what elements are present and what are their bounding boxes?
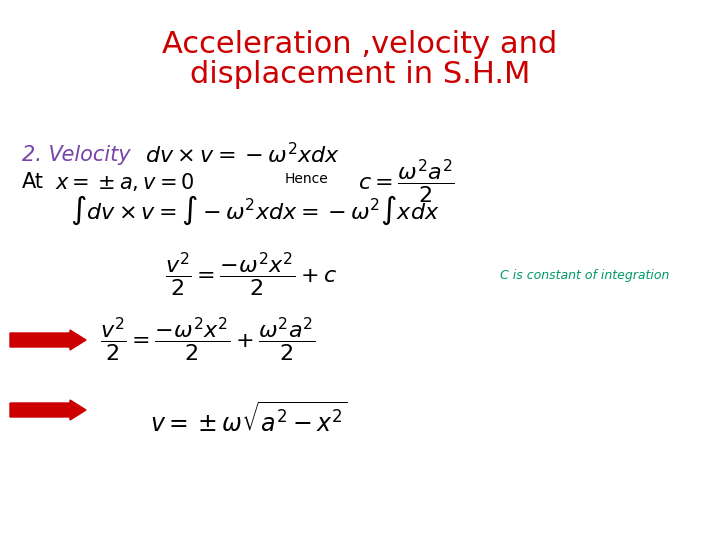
FancyArrow shape: [10, 400, 86, 420]
Text: $\int dv\times v = \int -\omega^2 xdx = -\omega^2 \int xdx$: $\int dv\times v = \int -\omega^2 xdx = …: [70, 193, 439, 227]
FancyArrow shape: [10, 330, 86, 350]
Text: $\dfrac{v^2}{2} = \dfrac{-\omega^2 x^2}{2} + \dfrac{\omega^2 a^2}{2}$: $\dfrac{v^2}{2} = \dfrac{-\omega^2 x^2}{…: [100, 316, 315, 364]
Text: $dv\times v = -\omega^2 xdx$: $dv\times v = -\omega^2 xdx$: [145, 143, 340, 167]
Text: $x = \pm a, v = 0$: $x = \pm a, v = 0$: [55, 171, 194, 193]
Text: $c = \dfrac{\omega^2 a^2}{2}$: $c = \dfrac{\omega^2 a^2}{2}$: [358, 158, 455, 206]
Text: At: At: [22, 172, 44, 192]
Text: Acceleration ,velocity and: Acceleration ,velocity and: [163, 30, 557, 59]
Text: Hence: Hence: [285, 172, 329, 186]
Text: $\dfrac{v^2}{2} = \dfrac{-\omega^2 x^2}{2} + c$: $\dfrac{v^2}{2} = \dfrac{-\omega^2 x^2}{…: [165, 251, 337, 299]
Text: displacement in S.H.M: displacement in S.H.M: [190, 60, 530, 89]
Text: 2. Velocity: 2. Velocity: [22, 145, 130, 165]
Text: $v = \pm\omega\sqrt{a^2 - x^2}$: $v = \pm\omega\sqrt{a^2 - x^2}$: [150, 402, 348, 437]
Text: C is constant of integration: C is constant of integration: [500, 268, 670, 281]
